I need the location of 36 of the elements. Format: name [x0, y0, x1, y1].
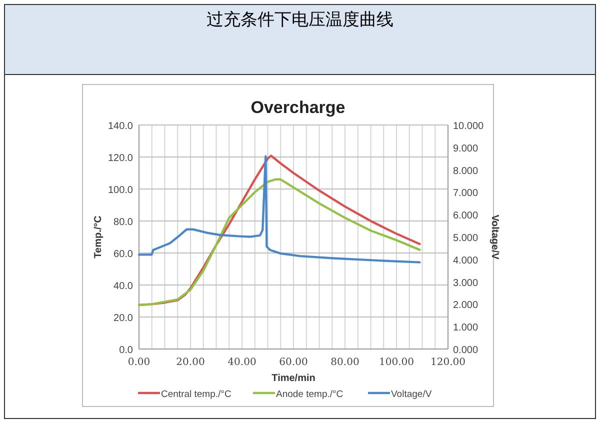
legend-label: Voltage/V [391, 389, 432, 400]
y2-axis-title: Voltage/V [489, 214, 500, 260]
chart-subtitle: Overcharge [250, 98, 346, 117]
line-series [138, 155, 421, 264]
x-tick-label: 80.00 [330, 357, 360, 368]
y-tick-label: 100.0 [108, 185, 134, 196]
y2-tick-label: 6.000 [453, 210, 478, 222]
y2-tick-label: 2.000 [453, 300, 478, 312]
x-tick-label: 40.00 [228, 357, 256, 368]
y2-tick-label: 5.000 [453, 233, 478, 244]
x-axis-title: Time/min [272, 373, 316, 384]
x-tick-label: 20.00 [176, 357, 205, 368]
y-tick-label: 40.0 [114, 281, 134, 292]
y2-tick-label: 4.000 [453, 255, 478, 266]
y2-tick-label: 9.000 [453, 143, 478, 154]
y-tick-label: 0.0 [119, 345, 134, 356]
y-tick-label: 20.0 [114, 313, 134, 324]
chart-title: 过充条件下电压温度曲线 [206, 10, 394, 30]
x-tick-label: 60.00 [279, 357, 308, 368]
y2-tick-label: 3.000 [453, 278, 478, 289]
line-series [138, 178, 421, 306]
y-tick-label: 80.0 [114, 217, 134, 228]
x-tick-label: 100.00 [379, 357, 414, 368]
y2-tick-label: 8.000 [453, 166, 478, 177]
y-axis-title: Temp./°C [93, 216, 104, 258]
y-tick-label: 60.0 [114, 249, 134, 260]
x-tick-label: 0.00 [128, 357, 150, 368]
y2-tick-label: 0.000 [453, 345, 478, 356]
legend-label: Central temp./°C [161, 389, 232, 400]
x-tick-label: 120.00 [430, 357, 466, 368]
y2-tick-label: 7.000 [453, 188, 478, 200]
y-tick-label: 140.0 [108, 121, 134, 132]
y2-tick-label: 10.000 [453, 121, 484, 132]
y-tick-label: 120.0 [108, 153, 134, 164]
legend-label: Anode temp./°C [276, 389, 344, 400]
y2-tick-label: 1.000 [453, 322, 478, 334]
